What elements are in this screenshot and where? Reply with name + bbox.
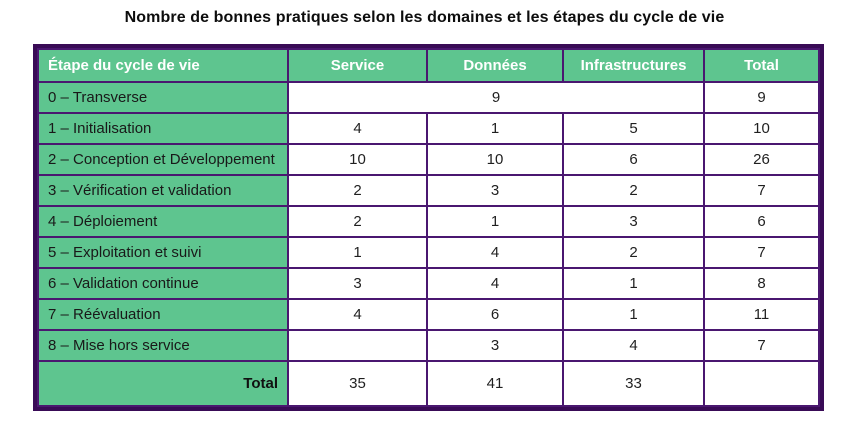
row-total-cell: 26 (703, 143, 820, 176)
row-total-cell: 8 (703, 267, 820, 300)
column-header-donnees: Données (426, 48, 564, 83)
value-cell: 6 (562, 143, 705, 176)
column-total-cell: 41 (426, 360, 564, 407)
column-header-service: Service (287, 48, 428, 83)
grand-total-cell (703, 360, 820, 407)
column-header-total: Total (703, 48, 820, 83)
value-cell: 4 (287, 112, 428, 145)
total-row: Total 35 41 33 (37, 360, 820, 407)
value-cell: 4 (426, 267, 564, 300)
value-cell: 2 (287, 174, 428, 207)
value-cell: 1 (426, 112, 564, 145)
row-label: 2 – Conception et Développement (37, 143, 289, 176)
row-label: 0 – Transverse (37, 81, 289, 114)
table-row: 4 – Déploiement 2 1 3 6 (37, 205, 820, 238)
column-total-cell: 33 (562, 360, 705, 407)
value-cell: 1 (562, 298, 705, 331)
row-label: 3 – Vérification et validation (37, 174, 289, 207)
column-header-etape: Étape du cycle de vie (37, 48, 289, 83)
value-cell: 4 (562, 329, 705, 362)
table-row: 0 – Transverse 9 9 (37, 81, 820, 114)
page-title: Nombre de bonnes pratiques selon les dom… (124, 9, 725, 26)
value-cell: 10 (287, 143, 428, 176)
table-row: 7 – Réévaluation 4 6 1 11 (37, 298, 820, 331)
column-header-infrastructures: Infrastructures (562, 48, 705, 83)
value-cell: 4 (287, 298, 428, 331)
value-cell: 10 (426, 143, 564, 176)
value-cell (287, 329, 428, 362)
row-label: 6 – Validation continue (37, 267, 289, 300)
table-row: 2 – Conception et Développement 10 10 6 26 (37, 143, 820, 176)
row-total-cell: 10 (703, 112, 820, 145)
value-cell: 1 (287, 236, 428, 269)
column-total-cell: 35 (287, 360, 428, 407)
table-row: 5 – Exploitation et suivi 1 4 2 7 (37, 236, 820, 269)
value-cell: 3 (426, 329, 564, 362)
row-label: 7 – Réévaluation (37, 298, 289, 331)
value-cell: 2 (562, 174, 705, 207)
value-cell: 4 (426, 236, 564, 269)
table-row: 3 – Vérification et validation 2 3 2 7 (37, 174, 820, 207)
row-total-cell: 7 (703, 236, 820, 269)
row-total-cell: 7 (703, 174, 820, 207)
table-row: 6 – Validation continue 3 4 1 8 (37, 267, 820, 300)
row-label: 8 – Mise hors service (37, 329, 289, 362)
table-row: 8 – Mise hors service 3 4 7 (37, 329, 820, 362)
row-total-cell: 6 (703, 205, 820, 238)
value-cell: 2 (287, 205, 428, 238)
row-total-cell: 7 (703, 329, 820, 362)
row-label: 4 – Déploiement (37, 205, 289, 238)
value-cell: 9 (287, 81, 705, 114)
value-cell: 1 (426, 205, 564, 238)
row-label: 1 – Initialisation (37, 112, 289, 145)
value-cell: 3 (562, 205, 705, 238)
practices-table: Étape du cycle de vie Service Données In… (37, 48, 820, 407)
practices-table-container: Étape du cycle de vie Service Données In… (33, 44, 824, 411)
header-row: Étape du cycle de vie Service Données In… (37, 48, 820, 83)
total-row-label: Total (37, 360, 289, 407)
value-cell: 5 (562, 112, 705, 145)
value-cell: 6 (426, 298, 564, 331)
value-cell: 3 (426, 174, 564, 207)
row-total-cell: 9 (703, 81, 820, 114)
table-row: 1 – Initialisation 4 1 5 10 (37, 112, 820, 145)
row-total-cell: 11 (703, 298, 820, 331)
value-cell: 3 (287, 267, 428, 300)
row-label: 5 – Exploitation et suivi (37, 236, 289, 269)
value-cell: 1 (562, 267, 705, 300)
value-cell: 2 (562, 236, 705, 269)
